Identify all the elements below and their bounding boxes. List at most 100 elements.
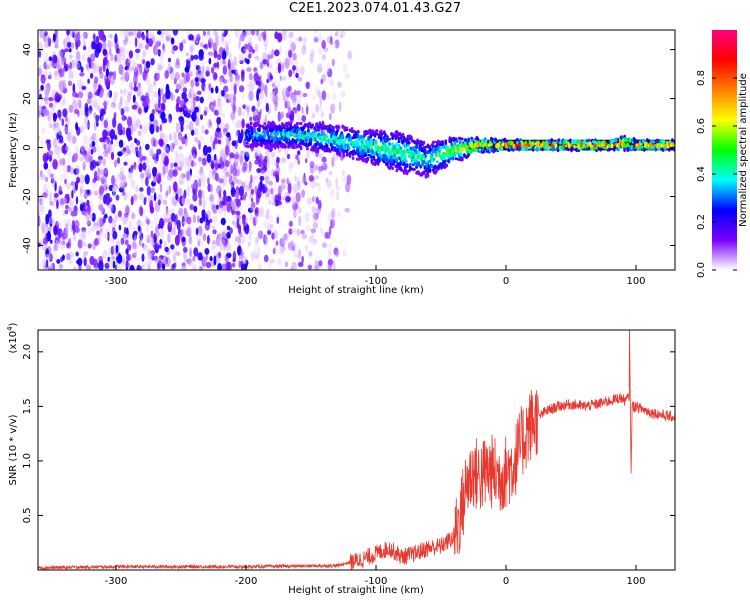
noise-speckle xyxy=(97,159,103,165)
noise-speckle xyxy=(144,216,150,224)
noise-speckle xyxy=(250,82,254,91)
noise-speckle xyxy=(41,126,46,135)
noise-speckle xyxy=(95,146,101,153)
noise-speckle xyxy=(223,60,226,67)
noise-speckle xyxy=(169,133,172,141)
noise-speckle xyxy=(347,50,352,60)
signal-cell xyxy=(347,146,351,151)
noise-speckle xyxy=(98,85,103,90)
noise-speckle xyxy=(281,62,285,73)
noise-speckle xyxy=(47,168,52,176)
noise-speckle xyxy=(189,44,195,52)
noise-speckle xyxy=(285,195,291,203)
noise-speckle xyxy=(182,220,188,226)
noise-speckle xyxy=(290,41,296,52)
noise-speckle xyxy=(199,236,204,247)
noise-speckle xyxy=(265,149,271,156)
signal-cell xyxy=(403,153,407,159)
noise-speckle xyxy=(94,91,100,96)
noise-speckle xyxy=(174,72,180,81)
noise-speckle xyxy=(196,90,202,95)
noise-speckle xyxy=(270,90,275,100)
noise-speckle xyxy=(170,212,176,222)
signal-cell xyxy=(498,141,502,144)
snr-series-line xyxy=(38,330,675,570)
noise-speckle xyxy=(172,30,179,36)
noise-speckle xyxy=(167,233,171,244)
noise-speckle xyxy=(44,109,50,117)
spectrogram-ytick-label: -40 xyxy=(22,237,33,253)
noise-speckle xyxy=(292,65,296,71)
noise-speckle xyxy=(292,45,296,50)
noise-speckle xyxy=(184,97,187,104)
noise-speckle xyxy=(39,198,43,205)
noise-speckle xyxy=(295,37,300,42)
noise-speckle xyxy=(306,197,313,205)
noise-speckle xyxy=(253,175,258,181)
noise-speckle xyxy=(277,148,282,153)
noise-speckle xyxy=(309,161,315,169)
noise-speckle xyxy=(70,210,76,217)
noise-speckle xyxy=(138,42,143,51)
noise-speckle xyxy=(49,123,53,129)
noise-speckle xyxy=(128,81,133,90)
noise-speckle xyxy=(212,229,217,235)
noise-speckle xyxy=(211,107,215,113)
signal-cell xyxy=(434,169,438,174)
noise-speckle xyxy=(252,110,257,116)
noise-speckle xyxy=(160,88,164,96)
noise-speckle xyxy=(123,54,126,60)
noise-speckle xyxy=(203,110,207,116)
noise-speckle xyxy=(188,154,192,162)
noise-speckle xyxy=(62,108,68,118)
noise-speckle xyxy=(261,31,266,38)
noise-speckle xyxy=(146,223,149,233)
noise-speckle xyxy=(211,66,214,74)
noise-speckle xyxy=(83,192,88,200)
noise-speckle xyxy=(133,121,138,132)
noise-speckle xyxy=(200,42,204,48)
noise-speckle xyxy=(114,214,119,219)
noise-speckle xyxy=(189,71,193,77)
noise-speckle xyxy=(120,237,125,245)
noise-speckle xyxy=(90,226,95,232)
noise-speckle xyxy=(59,101,65,107)
snr-ytick-label: 2.0 xyxy=(22,344,33,360)
noise-speckle xyxy=(45,219,49,225)
noise-speckle xyxy=(282,30,288,33)
noise-speckle xyxy=(330,103,336,114)
noise-speckle xyxy=(113,90,119,98)
noise-speckle xyxy=(147,166,151,176)
snr-ytick-label: 1.5 xyxy=(22,398,33,414)
noise-speckle xyxy=(91,132,97,141)
noise-speckle xyxy=(102,48,108,56)
noise-speckle xyxy=(210,160,214,170)
signal-cell xyxy=(428,168,432,173)
noise-speckle xyxy=(150,187,155,194)
noise-speckle xyxy=(232,93,237,104)
signal-cell xyxy=(455,139,459,143)
signal-cell xyxy=(498,139,502,142)
noise-speckle xyxy=(304,101,309,108)
noise-speckle xyxy=(142,34,146,41)
noise-speckle xyxy=(102,249,108,259)
noise-speckle xyxy=(110,160,114,165)
noise-speckle xyxy=(44,253,49,261)
noise-speckle xyxy=(246,80,253,92)
signal-cell xyxy=(493,149,496,153)
noise-speckle xyxy=(173,139,179,146)
noise-speckle xyxy=(43,162,49,170)
noise-speckle xyxy=(169,67,175,74)
noise-speckle xyxy=(321,90,327,101)
noise-speckle xyxy=(175,122,180,134)
noise-speckle xyxy=(151,180,156,187)
noise-speckle xyxy=(52,50,55,56)
signal-cell xyxy=(618,146,621,150)
noise-speckle xyxy=(77,99,82,109)
noise-speckle xyxy=(264,209,270,220)
noise-speckle xyxy=(312,211,317,223)
noise-speckle xyxy=(230,112,236,120)
noise-speckle xyxy=(155,40,159,49)
noise-speckle xyxy=(272,79,276,85)
signal-cell xyxy=(366,156,370,161)
